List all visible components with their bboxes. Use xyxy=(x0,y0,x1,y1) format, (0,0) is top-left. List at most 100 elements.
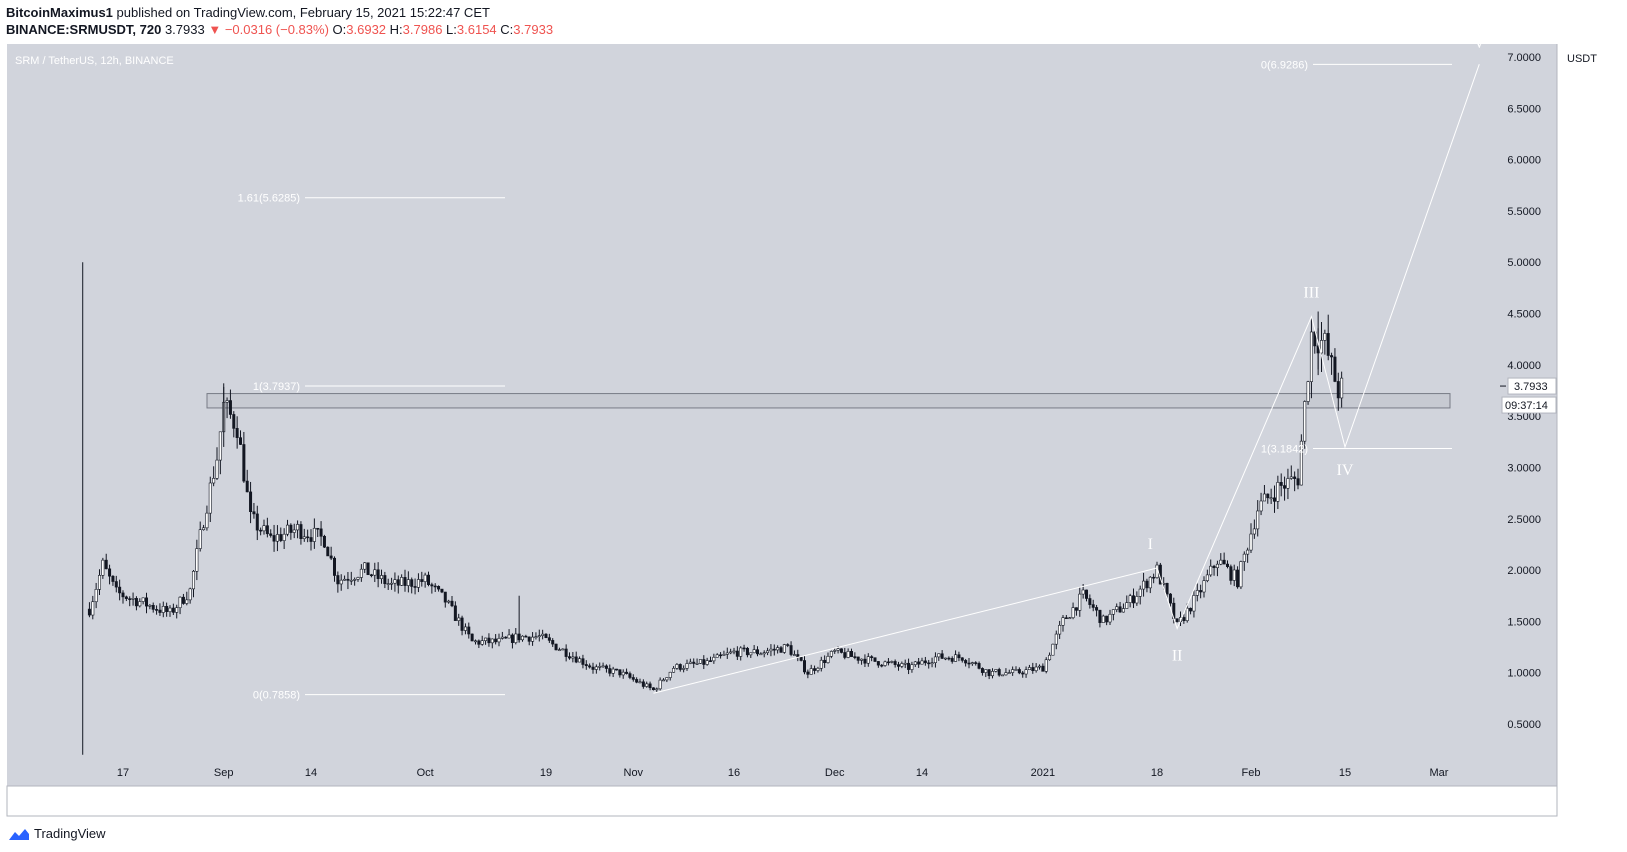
candle-body xyxy=(500,636,504,639)
resistance-zone[interactable] xyxy=(206,393,1451,409)
candle-body xyxy=(1215,563,1219,569)
candle-body xyxy=(876,661,880,666)
candle-body xyxy=(138,601,142,607)
candle-body xyxy=(970,662,974,665)
candle-body xyxy=(447,600,451,603)
candle-body xyxy=(1219,559,1223,565)
candle-body xyxy=(631,677,635,680)
candle-body xyxy=(416,579,420,588)
x-tick-label: 15 xyxy=(1339,767,1351,779)
wave-label: II xyxy=(1172,648,1183,665)
candle-body xyxy=(883,661,887,666)
fib-level-label: 1(3.7937) xyxy=(253,381,300,393)
candle-body xyxy=(175,607,179,613)
candle-body xyxy=(625,671,629,674)
y-tick-label: 0.5000 xyxy=(1507,719,1541,731)
currency-label: USDT xyxy=(1567,53,1597,65)
candle-body xyxy=(1148,576,1152,589)
y-tick-label: 4.5000 xyxy=(1507,309,1541,321)
candle-body xyxy=(769,648,773,652)
symbol-info: BINANCE:SRMUSDT, 720 xyxy=(6,22,162,37)
candle-body xyxy=(205,512,209,529)
candle-body xyxy=(833,650,837,652)
time-axis[interactable] xyxy=(6,785,1558,817)
x-tick-label: Sep xyxy=(214,767,234,779)
candle-body xyxy=(406,579,410,586)
candle-body xyxy=(930,662,934,665)
candle-body xyxy=(870,656,874,658)
candle-body xyxy=(1165,582,1169,595)
candle-body xyxy=(1246,549,1250,555)
candle-body xyxy=(890,661,894,663)
candle-body xyxy=(950,658,954,662)
candle-body xyxy=(1330,355,1334,358)
candle-body xyxy=(148,604,152,607)
candle-body xyxy=(933,656,937,663)
candle-body xyxy=(426,574,430,585)
candle-body xyxy=(984,669,988,673)
candle-body xyxy=(1185,607,1189,621)
elliott-wave-line[interactable] xyxy=(653,64,1480,694)
candle-body xyxy=(940,653,944,659)
candle-body xyxy=(242,444,246,482)
candle-body xyxy=(1048,654,1052,661)
fib-level-label: 0(6.9286) xyxy=(1261,59,1308,71)
candle-body xyxy=(309,537,313,542)
candle-body xyxy=(705,660,709,665)
candle-body xyxy=(1061,617,1065,626)
candle-body xyxy=(1027,667,1031,670)
candle-body xyxy=(202,527,206,531)
candle-body xyxy=(332,557,336,576)
fib-level-label: 1(3.1842) xyxy=(1261,444,1308,456)
candle-body xyxy=(1088,598,1092,605)
candle-body xyxy=(695,663,699,665)
candle-body xyxy=(1101,615,1105,623)
candle-body xyxy=(272,535,276,542)
footer-brand[interactable]: TradingView xyxy=(34,826,106,841)
candle-body xyxy=(420,579,424,582)
plot-area[interactable] xyxy=(7,44,1557,786)
countdown-label: 09:37:14 xyxy=(1505,400,1548,412)
y-tick-label: 4.0000 xyxy=(1507,360,1541,372)
candle-body xyxy=(675,664,679,669)
candle-body xyxy=(628,673,632,678)
candle-body xyxy=(886,661,890,664)
candle-body xyxy=(920,660,924,665)
candle-body xyxy=(1299,440,1303,486)
candle-body xyxy=(692,661,696,664)
candle-body xyxy=(1051,643,1055,656)
candle-body xyxy=(534,636,538,638)
candle-body xyxy=(826,655,830,664)
author-name[interactable]: BitcoinMaximus1 xyxy=(6,5,113,20)
candle-body xyxy=(1273,497,1277,502)
candle-body xyxy=(648,683,652,689)
candle-body xyxy=(1168,593,1172,604)
candle-body xyxy=(554,643,558,651)
candle-body xyxy=(1095,607,1099,611)
candle-body xyxy=(1262,493,1266,502)
candle-body xyxy=(856,656,860,661)
candle-body xyxy=(87,608,91,616)
candle-body xyxy=(967,662,971,665)
candle-body xyxy=(1132,595,1136,604)
candle-body xyxy=(1303,401,1307,442)
candle-body xyxy=(829,651,833,657)
candle-body xyxy=(349,579,353,582)
candle-body xyxy=(772,648,776,651)
candle-body xyxy=(497,638,501,643)
candle-body xyxy=(1017,669,1021,674)
candle-body xyxy=(131,598,135,600)
candle-body xyxy=(551,640,555,645)
candle-body xyxy=(262,525,266,532)
candle-body xyxy=(1266,493,1270,499)
candle-body xyxy=(1024,669,1028,675)
candle-body xyxy=(158,609,162,613)
candle-body xyxy=(185,599,189,604)
candle-body xyxy=(1209,565,1213,576)
candle-body xyxy=(252,511,256,515)
candle-body xyxy=(178,596,182,609)
candle-body xyxy=(1189,607,1193,612)
candle-body xyxy=(161,606,165,613)
candle-body xyxy=(739,647,743,657)
